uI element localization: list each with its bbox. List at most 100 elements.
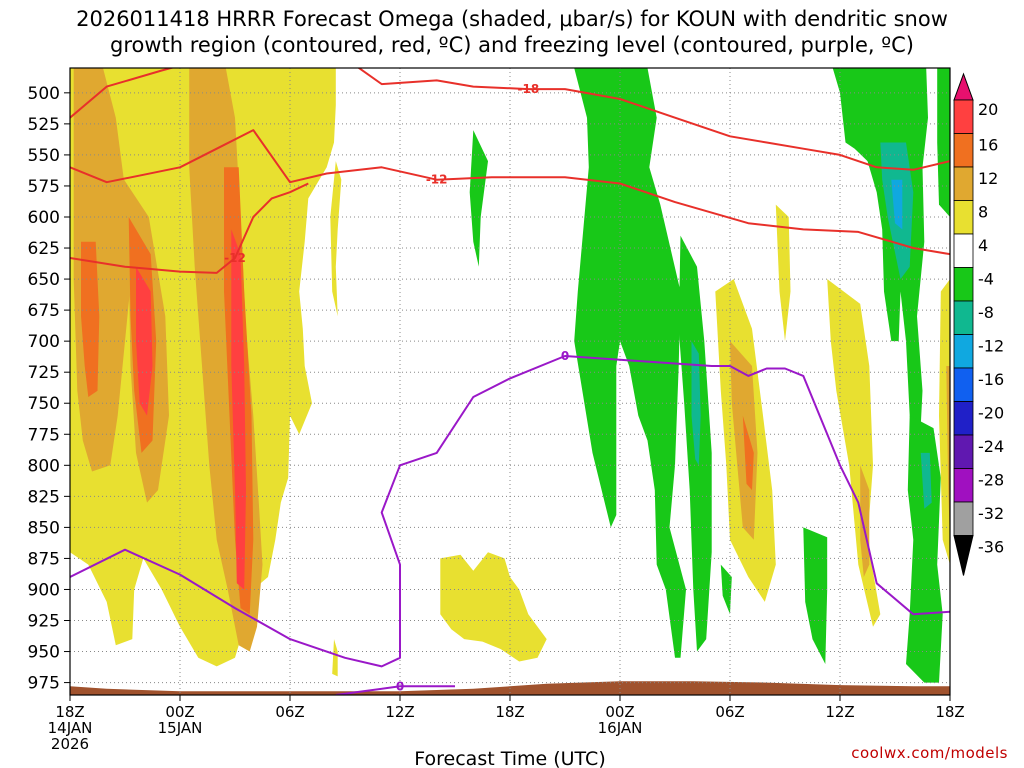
colorbar-seg-10 — [953, 434, 974, 469]
colorbar-label-12: 12 — [978, 169, 998, 188]
x-tick-label-6-0: 00Z — [165, 703, 194, 721]
colorbar-label-4: 4 — [978, 236, 988, 255]
red-contour-1 — [70, 129, 950, 256]
y-tick-label-725: 725 — [28, 363, 60, 383]
colorbar-seg-4 — [953, 233, 974, 268]
omega-yellow-thin — [775, 204, 791, 342]
y-tick-label-800: 800 — [28, 456, 60, 476]
omega-orange-edge — [946, 366, 950, 540]
purple-contour-label-1: 0 — [396, 679, 404, 693]
y-tick-label-825: 825 — [28, 487, 60, 507]
colorbar-label--24: -24 — [978, 437, 1004, 456]
chart-title: 2026011418 HRRR Forecast Omega (shaded, … — [0, 6, 1024, 58]
colorbar-label--16: -16 — [978, 370, 1004, 389]
y-tick-label-925: 925 — [28, 612, 60, 632]
omega-teal-right-lower — [920, 452, 932, 509]
omega-yellow-dot — [332, 639, 338, 677]
colorbar-label--4: -4 — [978, 270, 994, 289]
y-tick-label-750: 750 — [28, 394, 60, 414]
omega-yellow-edge — [939, 279, 950, 565]
colorbar-seg-5 — [953, 267, 974, 302]
omega-red-core-1 — [136, 266, 153, 416]
colorbar-label--12: -12 — [978, 337, 1004, 356]
title-line-2: growth region (contoured, red, ºC) and f… — [110, 33, 914, 57]
y-tick-label-650: 650 — [28, 270, 60, 290]
y-tick-label-500: 500 — [28, 84, 60, 104]
x-tick-label-0-2: 2026 — [51, 735, 89, 753]
x-tick-label-6-1: 15JAN — [158, 719, 203, 737]
omega-orange-strong-right — [742, 415, 754, 491]
colorbar-seg-12 — [953, 501, 974, 536]
x-tick-label-36-0: 06Z — [715, 703, 744, 721]
x-tick-label-12-0: 06Z — [275, 703, 304, 721]
credit-text: coolwx.com/models — [851, 744, 1008, 762]
omega-green-lower-right — [803, 527, 828, 664]
red-contour-label-2: -12 — [224, 251, 246, 265]
colorbar-label-16: 16 — [978, 136, 998, 155]
y-tick-label-900: 900 — [28, 580, 60, 600]
omega-green-col-1 — [469, 130, 488, 267]
purple-contour-label-0: 0 — [561, 349, 569, 363]
x-tick-label-30-1: 16JAN — [598, 719, 643, 737]
x-tick-label-24-0: 18Z — [495, 703, 524, 721]
colorbar-label--20: -20 — [978, 404, 1004, 423]
red-contour-0 — [70, 68, 950, 171]
x-tick-label-30-0: 00Z — [605, 703, 634, 721]
red-contour-label-0: -18 — [517, 82, 539, 96]
colorbar-bottom-arrow — [953, 535, 974, 576]
colorbar-seg-0 — [953, 99, 974, 134]
x-tick-label-42-0: 12Z — [825, 703, 854, 721]
colorbar-seg-11 — [953, 468, 974, 503]
red-contour-2 — [70, 182, 309, 274]
omega-yellow-lower-mid — [440, 552, 547, 662]
purple-contour-0 — [70, 355, 950, 668]
y-tick-label-525: 525 — [28, 115, 60, 135]
colorbar-label-8: 8 — [978, 203, 988, 222]
y-tick-label-700: 700 — [28, 332, 60, 352]
colorbar-label--32: -32 — [978, 504, 1004, 523]
y-tick-label-950: 950 — [28, 643, 60, 663]
y-tick-label-875: 875 — [28, 549, 60, 569]
y-tick-label-675: 675 — [28, 301, 60, 321]
y-tick-label-625: 625 — [28, 239, 60, 259]
colorbar-label--8: -8 — [978, 303, 994, 322]
omega-green-right-lower — [906, 415, 943, 683]
colorbar-label-20: 20 — [978, 100, 998, 119]
contour-lines: -18 -12 -12 0 0 — [70, 68, 950, 695]
x-tick-label-0-1: 14JAN — [48, 719, 93, 737]
colorbar: 20 16 12 8 4 -4 -8 -12 -16 -20 -24 -28 -32 -36 — [953, 72, 1004, 576]
colorbar-seg-7 — [953, 334, 974, 369]
colorbar-seg-2 — [953, 166, 974, 201]
x-tick-label-48-0: 18Z — [935, 703, 964, 721]
purple-contour-1 — [335, 685, 455, 695]
omega-green-col-2 — [574, 68, 686, 658]
omega-orange-right-2 — [860, 465, 870, 577]
colorbar-seg-9 — [953, 401, 974, 436]
omega-green-edge — [937, 68, 950, 217]
y-tick-label-775: 775 — [28, 425, 60, 445]
x-axis-label: Forecast Time (UTC) — [414, 748, 605, 768]
colorbar-top-arrow — [953, 72, 974, 101]
x-tick-label-0-0: 18Z — [55, 703, 84, 721]
x-tick-label-18-0: 12Z — [385, 703, 414, 721]
colorbar-seg-6 — [953, 300, 974, 335]
y-tick-label-550: 550 — [28, 146, 60, 166]
y-tick-label-600: 600 — [28, 208, 60, 228]
colorbar-label--36: -36 — [978, 538, 1004, 557]
colorbar-label--28: -28 — [978, 471, 1004, 490]
omega-orange-strong-1 — [81, 241, 100, 397]
y-tick-label-850: 850 — [28, 518, 60, 538]
red-contour-label-1: -12 — [426, 173, 448, 187]
colorbar-seg-8 — [953, 367, 974, 402]
y-axis: 500 525 550 575 600 625 650 675 700 725 750 775 800 8… — [28, 84, 70, 694]
y-tick-label-975: 975 — [28, 674, 60, 694]
y-tick-label-575: 575 — [28, 177, 60, 197]
omega-red-core-2 — [231, 229, 246, 590]
omega-yellow-island — [330, 161, 342, 317]
title-line-1: 2026011418 HRRR Forecast Omega (shaded, … — [76, 7, 948, 31]
omega-orange-right — [730, 341, 758, 540]
omega-shading — [70, 68, 950, 683]
colorbar-seg-3 — [953, 200, 974, 235]
